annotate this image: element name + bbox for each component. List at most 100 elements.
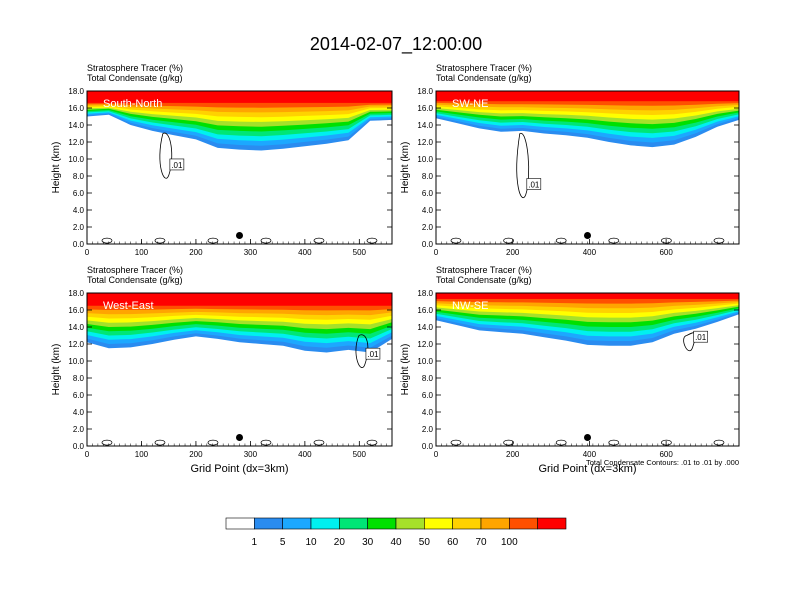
colorbar-swatch [225,517,255,530]
y-axis-label: Height (km) [51,344,62,396]
y-tick-label: 6.0 [73,391,85,400]
y-tick-label: 0.0 [422,240,434,249]
colorbar-swatch [424,517,453,530]
tracer-band-100 [87,91,392,103]
panel-label: West-East [103,300,154,312]
y-tick-label: 18.0 [417,87,433,96]
colorbar: 1 5 10 20 30 40 50 60 70 100 [225,517,567,548]
y-tick-label: 2.0 [73,425,85,434]
colorbar-label: 20 [334,537,346,548]
condensate-contour [516,133,530,199]
colorbar-label: 1 [252,537,258,548]
y-tick-label: 14.0 [68,121,84,130]
x-tick-label: 0 [85,248,90,257]
condensate-contour [450,439,462,446]
contour-label-text: .01 [171,161,183,170]
y-tick-label: 8.0 [73,374,85,383]
y-tick-label: 8.0 [422,374,434,383]
y-tick-label: 4.0 [422,408,434,417]
condensate-contour [608,237,620,244]
y-tick-label: 2.0 [422,425,434,434]
y-tick-label: 6.0 [422,391,434,400]
panel-west-east: .01 West-East Stratosphere Tracer (%)Total… [51,265,393,475]
x-tick-label: 600 [659,248,673,257]
condensate-contour [555,237,567,244]
tracer-band-100 [436,91,739,102]
y-tick-label: 16.0 [68,104,84,113]
tracer-band-100 [436,293,739,299]
y-tick-label: 16.0 [417,104,433,113]
y-tick-label: 18.0 [68,87,84,96]
panel-label: NW-SE [452,300,488,312]
colorbar-label: 100 [501,537,518,548]
y-tick-label: 6.0 [73,189,85,198]
contour-label-text: .01 [695,333,707,342]
y-tick-label: 10.0 [417,357,433,366]
y-tick-label: 18.0 [68,289,84,298]
condensate-contour [503,237,514,244]
x-tick-label: 400 [583,248,597,257]
x-tick-label: 200 [189,248,203,257]
field-label-tracer: Stratosphere Tracer (%) [87,63,183,73]
plot-area: .01 [436,293,739,446]
plot-area: .01 [87,293,392,446]
condensate-contour [101,439,113,446]
contour-label-text: .01 [528,181,540,190]
colorbar-label: 60 [447,537,459,548]
field-label-condensate: Total Condensate (g/kg) [436,275,532,285]
x-tick-label: 300 [244,450,258,459]
field-label-tracer: Stratosphere Tracer (%) [436,63,532,73]
condensate-contour [713,237,725,244]
colorbar-swatch [509,517,538,530]
x-axis-label: Grid Point (dx=3km) [190,463,288,475]
colorbar-label: 5 [280,537,286,548]
condensate-contour [154,237,166,244]
condensate-contour [683,332,696,352]
plot-area: .01 [436,91,739,244]
condensate-contour [313,439,325,446]
x-tick-label: 500 [353,248,367,257]
colorbar-label: 10 [305,537,317,548]
tracer-band-100 [87,293,392,306]
colorbar-label: 40 [390,537,402,548]
x-tick-label: 100 [135,248,149,257]
condensate-contour [713,439,725,446]
y-tick-label: 12.0 [417,340,433,349]
y-tick-label: 4.0 [422,206,434,215]
field-label-condensate: Total Condensate (g/kg) [87,73,183,83]
y-axis-label: Height (km) [400,344,411,396]
contour-footnote: Total Condensate Contours: .01 to .01 by… [586,458,739,467]
y-tick-label: 12.0 [68,138,84,147]
colorbar-swatch [367,517,397,530]
contour-label-box [169,158,185,171]
colorbar-swatch [339,517,368,530]
location-marker [584,232,591,239]
condensate-contour [260,439,272,446]
y-tick-label: 2.0 [73,223,85,232]
y-axis-label: Height (km) [51,142,62,194]
colorbar-swatch [537,517,567,530]
condensate-contour [355,334,369,368]
x-tick-label: 400 [298,248,312,257]
contour-label-box [693,330,708,343]
x-tick-label: 100 [135,450,149,459]
x-tick-label: 600 [659,450,673,459]
colorbar-swatch [282,517,312,530]
colorbar-label: 30 [362,537,374,548]
y-tick-label: 16.0 [68,306,84,315]
condensate-contour [313,237,325,244]
condensate-contour [159,132,173,179]
y-tick-label: 0.0 [422,442,434,451]
panel-label: SW-NE [452,98,488,110]
y-tick-label: 8.0 [422,172,434,181]
x-tick-label: 0 [434,248,439,257]
y-axis-label: Height (km) [400,142,411,194]
colorbar-swatch [480,517,510,530]
condensate-contour [450,237,462,244]
x-axis-label: Grid Point (dx=3km) [538,463,636,475]
condensate-contour [503,439,514,446]
figure-title: 2014-02-07_12:00:00 [310,34,482,55]
